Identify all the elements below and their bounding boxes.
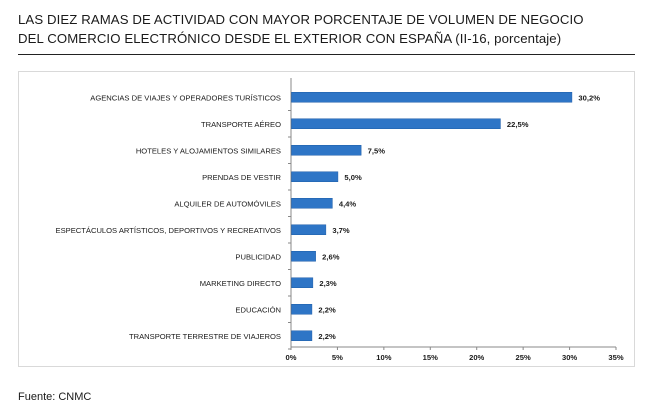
category-label: TRANSPORTE AÉREO xyxy=(201,120,281,129)
category-label: MARKETING DIRECTO xyxy=(200,279,281,288)
category-label: ALQUILER DE AUTOMÓVILES xyxy=(174,199,281,208)
category-label: ESPECTÁCULOS ARTÍSTICOS, DEPORTIVOS Y RE… xyxy=(56,226,281,235)
data-label: 30,2% xyxy=(578,93,600,102)
x-tick-label: 15% xyxy=(423,353,438,362)
data-label: 2,6% xyxy=(322,252,340,261)
x-tick-label: 10% xyxy=(376,353,391,362)
data-label: 5,0% xyxy=(344,173,362,182)
bar xyxy=(291,118,501,129)
bar xyxy=(291,304,313,315)
bar xyxy=(291,330,313,341)
x-tick-label: 30% xyxy=(562,353,577,362)
chart-title-line-1: LAS DIEZ RAMAS DE ACTIVIDAD CON MAYOR PO… xyxy=(18,12,584,27)
category-label: HOTELES Y ALOJAMIENTOS SIMILARES xyxy=(136,146,281,155)
category-label: AGENCIAS DE VIAJES Y OPERADORES TURÍSTIC… xyxy=(90,93,281,102)
x-tick-label: 20% xyxy=(469,353,484,362)
data-label: 7,5% xyxy=(368,146,386,155)
x-tick-label: 0% xyxy=(286,353,297,362)
x-tick-label: 25% xyxy=(516,353,531,362)
chart-title: LAS DIEZ RAMAS DE ACTIVIDAD CON MAYOR PO… xyxy=(18,10,638,48)
bar xyxy=(291,198,333,209)
data-label: 4,4% xyxy=(339,199,357,208)
category-label: PRENDAS DE VESTIR xyxy=(202,173,281,182)
source-note: Fuente: CNMC xyxy=(18,391,92,403)
bar xyxy=(291,251,316,262)
bar xyxy=(291,171,339,182)
data-label: 2,2% xyxy=(318,332,336,341)
category-label: TRANSPORTE TERRESTRE DE VIAJEROS xyxy=(129,332,281,341)
bar xyxy=(291,145,362,156)
data-label: 2,3% xyxy=(319,279,337,288)
data-label: 3,7% xyxy=(332,226,350,235)
bar xyxy=(291,92,573,103)
data-label: 2,2% xyxy=(318,305,336,314)
bar-chart: AGENCIAS DE VIAJES Y OPERADORES TURÍSTIC… xyxy=(56,78,624,362)
chart-title-line-2: DEL COMERCIO ELECTRÓNICO DESDE EL EXTERI… xyxy=(18,31,562,46)
x-tick-label: 5% xyxy=(332,353,343,362)
category-label: PUBLICIDAD xyxy=(235,252,281,261)
category-label: EDUCACIÓN xyxy=(235,305,281,314)
data-label: 22,5% xyxy=(507,120,529,129)
bar xyxy=(291,224,327,235)
chart-frame: AGENCIAS DE VIAJES Y OPERADORES TURÍSTIC… xyxy=(18,71,635,367)
bar xyxy=(291,277,314,288)
x-tick-label: 35% xyxy=(608,353,623,362)
title-divider xyxy=(18,54,635,55)
